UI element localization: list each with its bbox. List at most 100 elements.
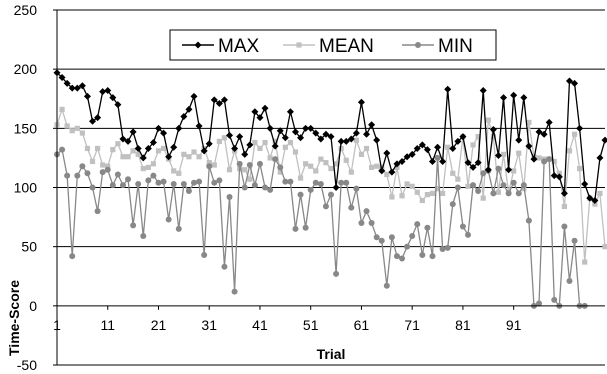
point-mean <box>277 169 283 175</box>
point-min <box>196 178 203 185</box>
point-max <box>210 96 218 104</box>
point-min <box>419 251 426 258</box>
point-min <box>119 182 126 189</box>
point-max <box>68 84 76 92</box>
point-max <box>236 133 244 141</box>
point-max <box>99 88 107 96</box>
point-min <box>328 191 334 198</box>
point-max <box>78 82 86 90</box>
point-min <box>251 182 258 189</box>
point-max <box>352 129 360 137</box>
point-max <box>276 127 284 135</box>
point-min <box>297 191 304 198</box>
point-max <box>185 105 193 113</box>
point-mean <box>120 154 126 160</box>
point-min <box>480 170 487 177</box>
point-mean <box>181 151 187 157</box>
point-mean <box>571 131 578 137</box>
point-min <box>388 234 395 241</box>
y-tick-labels: -50 0 50 100 150 200 250 <box>14 2 57 373</box>
y-tick-label: 250 <box>14 2 38 18</box>
legend-swatch-marker <box>415 42 421 48</box>
point-min <box>175 225 182 232</box>
point-mean <box>602 244 607 250</box>
point-max <box>560 189 568 197</box>
point-mean <box>404 181 410 187</box>
point-min <box>399 255 406 262</box>
point-max <box>226 131 234 139</box>
point-max <box>297 134 305 142</box>
point-max <box>535 128 543 136</box>
point-max <box>550 172 558 180</box>
point-mean <box>257 145 263 152</box>
point-mean <box>216 138 222 144</box>
point-min <box>465 231 471 238</box>
point-max <box>444 85 452 93</box>
x-tick-label: 61 <box>354 317 370 333</box>
point-mean <box>84 145 91 152</box>
point-max <box>190 92 198 100</box>
point-max <box>129 128 137 136</box>
point-min <box>353 185 360 192</box>
point-min <box>541 158 548 165</box>
point-max <box>423 146 431 154</box>
point-max <box>454 137 462 145</box>
point-mean <box>445 144 451 150</box>
point-max <box>464 159 472 167</box>
x-tick-label: 51 <box>303 317 319 333</box>
x-tick-labels: 1 11 21 31 41 51 61 71 81 91 <box>53 305 522 333</box>
x-tick-label: 71 <box>404 317 420 333</box>
point-min <box>312 179 319 186</box>
point-mean <box>59 106 65 112</box>
point-max <box>408 150 416 158</box>
point-mean <box>455 176 461 182</box>
point-min <box>221 263 228 270</box>
point-max <box>246 141 254 149</box>
point-mean <box>480 195 486 201</box>
legend-swatch-marker <box>194 41 202 49</box>
x-tick-label: 31 <box>201 317 217 333</box>
point-mean <box>363 145 370 152</box>
point-min <box>505 190 512 197</box>
point-mean <box>465 183 471 189</box>
point-max <box>418 141 426 149</box>
point-mean <box>429 190 436 197</box>
point-mean <box>358 151 365 157</box>
point-min <box>155 179 162 186</box>
point-min <box>378 237 385 244</box>
point-min <box>94 208 101 215</box>
point-max <box>601 136 607 144</box>
point-mean <box>79 130 85 136</box>
point-max <box>89 117 97 125</box>
y-tick-label: 50 <box>21 239 37 255</box>
point-min <box>292 225 299 232</box>
point-mean <box>303 161 309 167</box>
point-min <box>449 201 456 208</box>
point-max <box>383 149 391 157</box>
point-mean <box>155 148 162 154</box>
point-min <box>333 270 340 277</box>
point-mean <box>140 165 146 172</box>
point-min <box>130 222 137 229</box>
point-max <box>231 144 239 152</box>
point-max <box>165 153 173 161</box>
y-tick-label: 0 <box>29 298 37 314</box>
point-min <box>140 233 147 240</box>
point-mean <box>434 186 441 192</box>
point-min <box>424 224 431 231</box>
point-min <box>216 177 223 184</box>
point-max <box>281 134 289 142</box>
point-max <box>154 124 162 132</box>
point-mean <box>440 190 446 197</box>
point-mean <box>485 117 491 123</box>
point-mean <box>135 151 141 157</box>
point-max <box>520 94 528 102</box>
point-max <box>576 124 584 132</box>
series-layer <box>53 69 607 309</box>
point-max <box>363 130 371 138</box>
x-axis-title: Trial <box>317 346 346 362</box>
point-mean <box>566 148 573 154</box>
point-max <box>459 133 467 141</box>
point-mean <box>262 139 268 146</box>
